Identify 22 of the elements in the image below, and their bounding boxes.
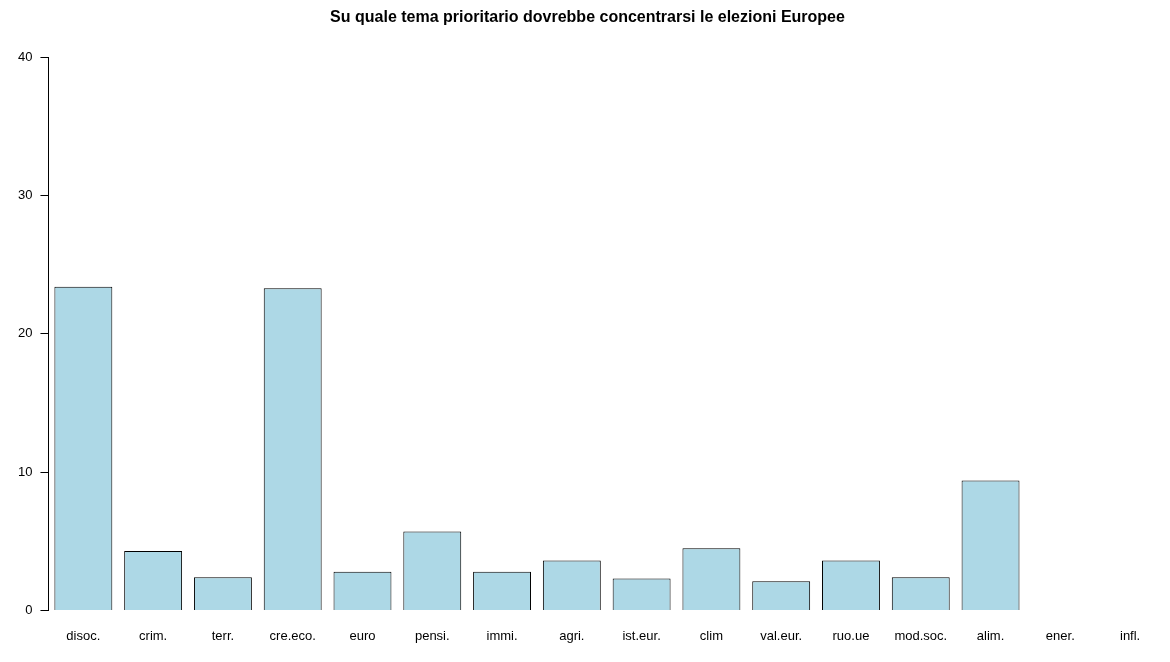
x-tick-label: pensi. — [414, 627, 450, 643]
y-tick-label: 10 — [17, 463, 33, 479]
x-tick-label: terr. — [211, 627, 235, 643]
x-tick-label: agri. — [559, 627, 585, 643]
x-tick-label: euro — [349, 627, 376, 643]
x-tick-label: immi. — [486, 627, 518, 643]
x-tick-label: infl. — [1119, 627, 1141, 643]
y-tick-label: 30 — [17, 187, 33, 203]
y-tick-label: 20 — [17, 325, 33, 341]
x-tick-label: ener. — [1045, 627, 1075, 643]
x-tick-label: cre.eco. — [269, 627, 316, 643]
x-tick-label: clim — [699, 627, 723, 643]
x-tick-label: disoc. — [66, 627, 101, 643]
x-tick-label: ist.eur. — [622, 627, 661, 643]
x-tick-label: val.eur. — [760, 627, 803, 643]
x-tick-label: crim. — [139, 627, 168, 643]
y-tick-label: 0 — [25, 601, 33, 617]
x-tick-label: mod.soc. — [894, 627, 948, 643]
chart-title: Su quale tema prioritario dovrebbe concentrarsi le elezioni Europee — [330, 8, 845, 26]
y-tick-label: 40 — [17, 48, 33, 64]
x-tick-label: alim. — [976, 627, 1005, 643]
x-tick-label: ruo.ue — [832, 627, 870, 643]
